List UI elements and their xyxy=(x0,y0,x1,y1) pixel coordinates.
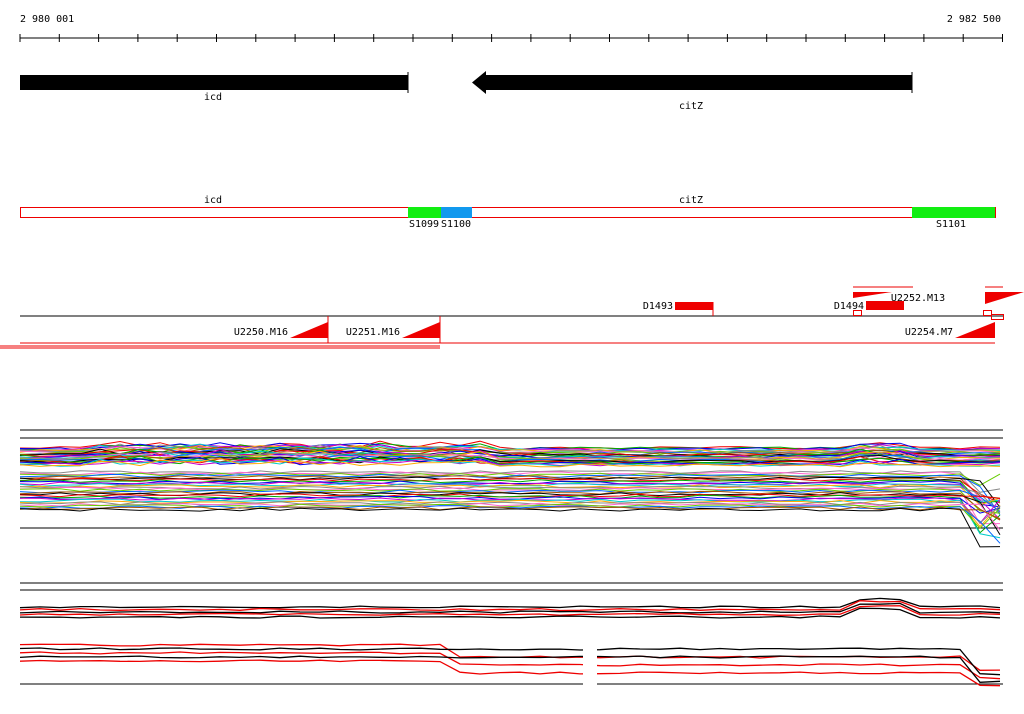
coverage-line xyxy=(19,600,1001,612)
coverage-line xyxy=(19,477,1001,504)
coverage-line xyxy=(19,481,1001,520)
feature-label: D1493 xyxy=(643,301,673,312)
feature-track: D1493 D1494 U2252.M13 U2250.M16 U2251.M1… xyxy=(0,286,1024,349)
coverage-line xyxy=(19,505,1001,544)
feature-label: U2251.M16 xyxy=(346,327,400,338)
segment-label: S1100 xyxy=(441,219,471,230)
feature xyxy=(402,322,440,338)
coverage-line xyxy=(19,471,1001,512)
feature xyxy=(955,322,995,338)
ruler: 2 980 001 2 982 500 xyxy=(20,14,1003,39)
coverage-line xyxy=(19,499,1001,528)
feature xyxy=(985,292,1024,304)
gene-track: icd citZ xyxy=(20,71,913,112)
gene-icd xyxy=(20,75,408,90)
coverage-line xyxy=(19,507,1001,548)
segment-bar xyxy=(20,207,996,218)
gene-label: citZ xyxy=(679,101,703,112)
segment-label: S1101 xyxy=(936,219,966,230)
feature xyxy=(983,310,992,316)
coverage-line xyxy=(19,503,1001,530)
segment-track: icd citZ S1099 S1100 S1101 xyxy=(20,195,996,230)
coverage-line xyxy=(19,450,1000,460)
feature xyxy=(853,292,892,298)
ruler-end: 2 982 500 xyxy=(947,14,1001,25)
coverage-line xyxy=(19,494,1001,534)
feature xyxy=(866,301,904,310)
coverage-line xyxy=(19,470,1001,493)
segment-label: S1099 xyxy=(409,219,439,230)
feature-label: D1494 xyxy=(834,301,864,312)
coverage-tracks xyxy=(19,429,1003,688)
segment xyxy=(408,207,441,218)
coverage-line xyxy=(19,472,1001,486)
coverage-line xyxy=(19,607,1001,619)
coverage-line xyxy=(19,651,1001,680)
coverage-line xyxy=(19,647,1001,676)
feature-label: U2254.M7 xyxy=(905,327,953,338)
feature-label: U2250.M16 xyxy=(234,327,288,338)
feature xyxy=(675,302,713,310)
coverage-line xyxy=(19,443,1000,453)
feature xyxy=(991,314,1004,320)
coverage-line xyxy=(19,454,1001,464)
segment-gene: citZ xyxy=(679,195,703,206)
segment xyxy=(912,207,995,218)
coverage-line xyxy=(19,457,1001,468)
coverage-line xyxy=(19,484,1001,506)
coverage-line xyxy=(19,488,1001,514)
coverage-line xyxy=(19,597,1001,609)
segment xyxy=(441,207,472,218)
coverage-line xyxy=(19,487,1000,525)
gene-label: icd xyxy=(204,92,222,103)
segment-gene: icd xyxy=(204,195,222,206)
feature-label: U2252.M13 xyxy=(891,293,945,304)
gene-citz xyxy=(472,71,912,94)
coverage-line xyxy=(19,448,1001,458)
coverage-line xyxy=(19,455,1001,466)
ruler-start: 2 980 001 xyxy=(20,14,74,25)
coverage-line xyxy=(19,506,1001,520)
track-gap xyxy=(583,640,597,688)
feature xyxy=(290,322,328,338)
coverage-line xyxy=(19,659,1001,687)
coverage-line xyxy=(19,602,1001,614)
coverage-line xyxy=(19,449,1001,459)
coverage-line xyxy=(19,605,1001,616)
coverage-line xyxy=(19,655,1001,683)
coverage-line xyxy=(19,473,1001,515)
feature xyxy=(853,310,862,316)
